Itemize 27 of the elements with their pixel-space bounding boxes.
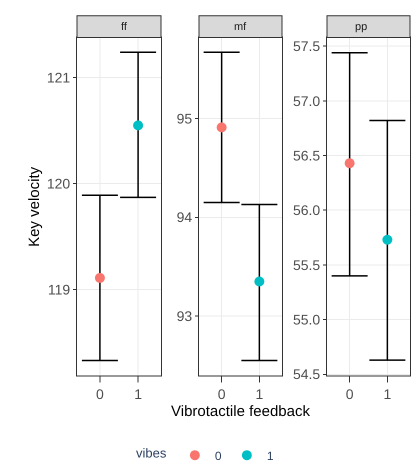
y-tick-label: 57.5 <box>292 38 320 54</box>
x-tick-label: 1 <box>255 386 264 402</box>
legend-title: vibes <box>136 446 167 461</box>
y-tick-label: 120 <box>46 176 70 192</box>
y-tick-label: 93 <box>176 308 192 324</box>
x-tick-label: 1 <box>383 386 392 402</box>
x-tick-label: 1 <box>134 386 142 402</box>
y-tick-label: 54.5 <box>292 366 320 382</box>
y-tick-label: 119 <box>48 281 70 298</box>
y-tick-label: 95 <box>176 110 192 126</box>
chart-title: mf <box>234 21 248 33</box>
x-tick-label: 0 <box>218 386 226 402</box>
y-tick-label: 55.5 <box>292 256 320 273</box>
y-tick-label: 56.5 <box>292 147 320 164</box>
x-tick-label: 0 <box>346 386 354 402</box>
y-tick-label: 121 <box>46 70 70 86</box>
x-tick-label: 0 <box>96 386 104 402</box>
legend-label: 1 <box>266 448 274 463</box>
y-axis-title: Key velocity <box>26 166 44 247</box>
chart-title: ff <box>121 21 128 33</box>
y-tick-label: 57.0 <box>292 92 320 109</box>
chart-title: pp <box>355 21 368 33</box>
y-tick-label: 94 <box>176 209 192 226</box>
y-tick-label: 55.0 <box>292 312 320 328</box>
y-tick-label: 56.0 <box>292 202 320 218</box>
legend-label: 0 <box>214 448 222 463</box>
x-axis-title: Vibrotactile feedback <box>171 403 310 420</box>
